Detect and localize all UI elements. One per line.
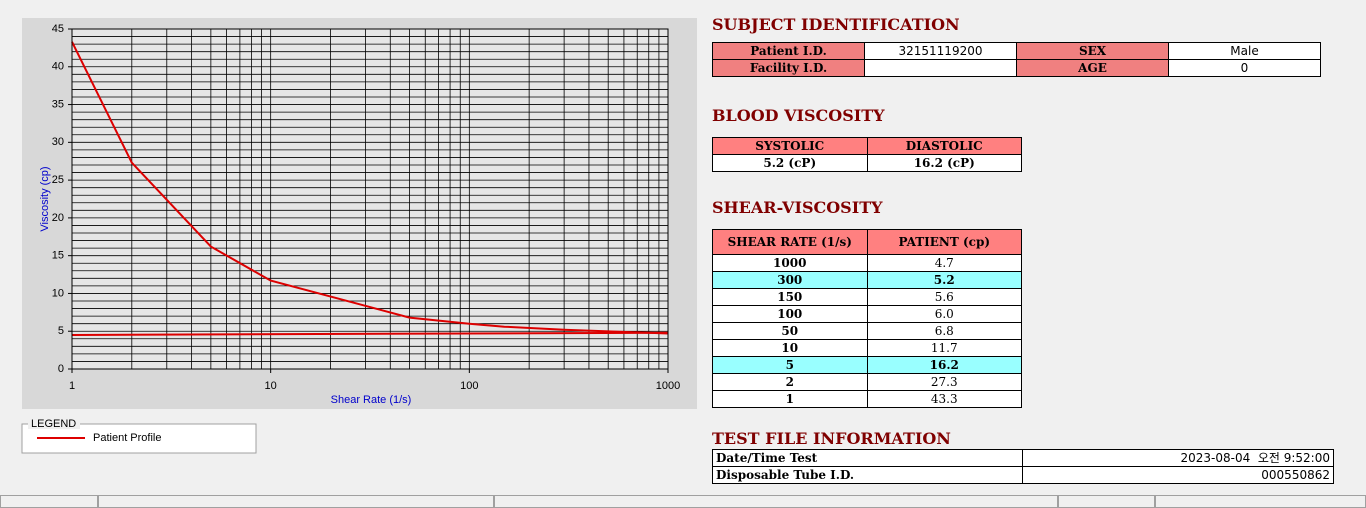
x-tick-label: 10	[265, 380, 277, 392]
label: Patient I.D.	[712, 42, 865, 60]
value: 16.2 (cP)	[866, 154, 1022, 172]
patient-value: 11.7	[866, 339, 1022, 357]
patient-value: 16.2	[866, 356, 1022, 374]
header: DIASTOLIC	[866, 137, 1022, 155]
y-tick-label: 5	[58, 325, 64, 337]
y-tick-label: 40	[52, 61, 64, 73]
x-tick-label: 1000	[656, 380, 680, 392]
test-file-table: Date/Time Test 2023-08-04 오전 9:52:00 Disp…	[712, 449, 1334, 484]
status-bar	[1058, 495, 1155, 508]
plot-area	[72, 29, 668, 369]
blood-table: SYSTOLIC DIASTOLIC 5.2 (cP) 16.2 (cP)	[712, 137, 1022, 172]
shear-table: SHEAR RATE (1/s) PATIENT (cp) 1000 4.7 300 5…	[712, 229, 1022, 408]
status-bar	[1155, 495, 1366, 508]
y-tick-label: 15	[52, 250, 64, 262]
shear-rate: 10	[712, 339, 868, 357]
label: SEX	[1016, 42, 1169, 60]
plot-frame	[71, 28, 669, 370]
shear-rate: 5	[712, 356, 868, 374]
patient-value: 43.3	[866, 390, 1022, 408]
series-line	[71, 41, 669, 335]
y-tick-label: 35	[52, 98, 64, 110]
label: Date/Time Test	[712, 449, 1023, 467]
value: Male	[1168, 42, 1321, 60]
series-line	[71, 331, 669, 336]
x-tick-label: 1	[69, 380, 75, 392]
patient-value: 6.8	[866, 322, 1022, 340]
value: 2023-08-04 오전 9:52:00	[1022, 449, 1334, 467]
patient-value: 4.7	[866, 254, 1022, 272]
heading: SUBJECT IDENTIFICATION	[712, 15, 960, 34]
shear-rate: 2	[712, 373, 868, 391]
y-tick-label: 20	[52, 212, 64, 224]
y-tick-label: 0	[58, 363, 64, 375]
value: 32151119200	[864, 42, 1017, 60]
shear-rate: 300	[712, 271, 868, 289]
y-tick-label: 45	[52, 23, 64, 35]
y-axis-title: Viscosity (cp)	[39, 166, 51, 231]
header: PATIENT (cp)	[866, 229, 1022, 255]
patient-value: 5.2	[866, 271, 1022, 289]
y-tick-label: 10	[52, 287, 64, 299]
status-bar	[0, 495, 98, 508]
x-axis-title: Shear Rate (1/s)	[331, 394, 412, 406]
chart: Shear Rate (1/s) Viscosity (cp) LEGEND P…	[21, 18, 697, 454]
heading: SHEAR-VISCOSITY	[712, 198, 883, 217]
patient-value: 6.0	[866, 305, 1022, 323]
shear-rate: 1	[712, 390, 868, 408]
y-tick-label: 30	[52, 136, 64, 148]
legend-title: LEGEND	[31, 418, 76, 430]
legend-title-bg	[28, 417, 80, 429]
value: 5.2 (cP)	[712, 154, 868, 172]
patient-value: 27.3	[866, 373, 1022, 391]
label: AGE	[1016, 59, 1169, 77]
label: Facility I.D.	[712, 59, 865, 77]
shear-rate: 100	[712, 305, 868, 323]
value: 0	[1168, 59, 1321, 77]
heading: TEST FILE INFORMATION	[712, 429, 951, 448]
header: SHEAR RATE (1/s)	[712, 229, 868, 255]
legend-label: Patient Profile	[93, 432, 161, 444]
value	[864, 59, 1017, 77]
patient-value: 5.6	[866, 288, 1022, 306]
value: 000550862	[1022, 466, 1334, 484]
status-bar	[98, 495, 494, 508]
status-bar	[494, 495, 1058, 508]
label: Disposable Tube I.D.	[712, 466, 1023, 484]
subject-table: Patient I.D. 32151119200 SEX Male Facility …	[712, 42, 1321, 77]
shear-rate: 1000	[712, 254, 868, 272]
y-tick-label: 25	[52, 174, 64, 186]
shear-rate: 150	[712, 288, 868, 306]
header: SYSTOLIC	[712, 137, 868, 155]
x-tick-label: 100	[460, 380, 478, 392]
heading: BLOOD VISCOSITY	[712, 106, 885, 125]
shear-rate: 50	[712, 322, 868, 340]
